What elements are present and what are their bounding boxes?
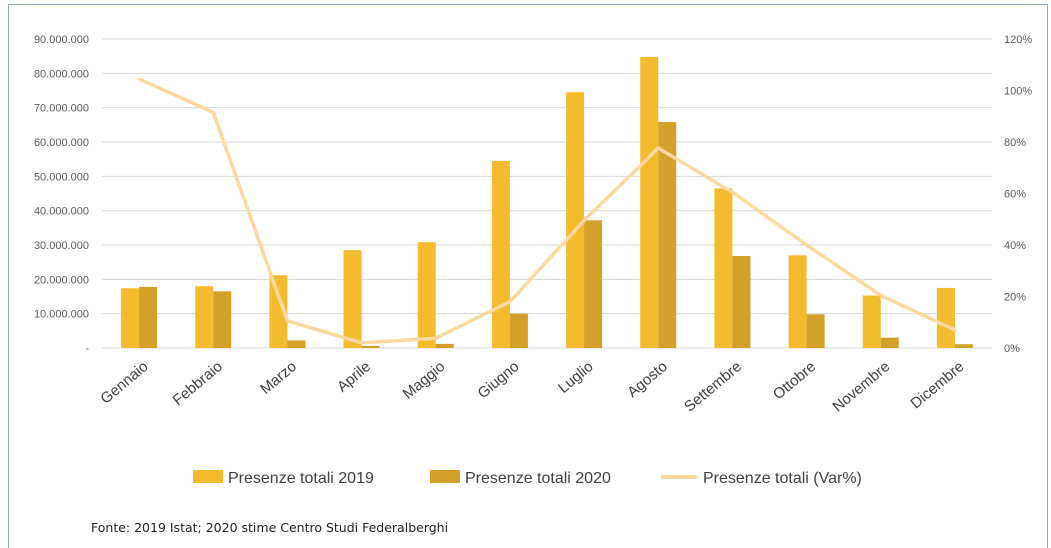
category-label: Dicembre (907, 358, 967, 412)
bar-2019 (195, 286, 214, 348)
bar-2019 (788, 255, 807, 348)
right-tick-label: 60% (1004, 189, 1026, 201)
var-point (879, 293, 883, 297)
source-note: Fonte: 2019 Istat; 2020 stime Centro Stu… (91, 520, 449, 535)
var-point (656, 146, 660, 150)
bar-2019 (417, 242, 436, 348)
left-tick-label: 80.000.000 (34, 68, 89, 80)
left-axis-ticks: - 10.000.000 20.000.000 30.000.000 40.000.00… (34, 34, 89, 355)
left-tick-label: 20.000.000 (34, 274, 89, 286)
bar-2020 (954, 344, 973, 348)
chart-frame (8, 4, 1048, 548)
left-tick-label: - (85, 343, 89, 355)
bar-2020 (732, 255, 751, 348)
right-tick-label: 40% (1004, 240, 1026, 252)
bar-2020 (509, 313, 528, 348)
category-label: Ottobre (770, 358, 819, 403)
var-point (953, 328, 957, 332)
legend: Presenze totali 2019 Presenze totali 2020… (193, 470, 862, 487)
bar-2020 (287, 340, 306, 348)
bar-2019 (269, 275, 288, 348)
right-tick-label: 100% (1004, 86, 1032, 98)
category-label: Gennaio (97, 358, 151, 407)
legend-label-2019: Presenze totali 2019 (228, 470, 374, 487)
left-tick-label: 70.000.000 (34, 103, 89, 115)
gridlines (102, 38, 992, 349)
bar-2020 (658, 122, 677, 348)
left-tick-label: 90.000.000 (34, 34, 89, 46)
var-point (137, 77, 141, 81)
right-axis-ticks: 0% 20% 40% 60% 80% 100% 120% (1004, 34, 1032, 355)
bar-2019 (640, 56, 659, 348)
left-tick-label: 60.000.000 (34, 137, 89, 149)
var-point (730, 190, 734, 194)
right-tick-label: 0% (1004, 343, 1020, 355)
bar-2020 (213, 291, 232, 348)
var-point (211, 110, 215, 114)
bar-2020 (880, 337, 899, 348)
category-labels: Gennaio Febbraio Marzo Aprile Maggio Giugno Lu… (97, 358, 967, 416)
var-point (434, 336, 438, 340)
legend-label-2020: Presenze totali 2020 (465, 470, 611, 487)
left-tick-label: 40.000.000 (34, 206, 89, 218)
bar-2019 (491, 160, 510, 348)
left-tick-label: 10.000.000 (34, 309, 89, 321)
left-tick-label: 50.000.000 (34, 171, 89, 183)
bar-2020 (806, 314, 825, 348)
right-tick-label: 80% (1004, 137, 1026, 149)
left-tick-label: 30.000.000 (34, 240, 89, 252)
category-label: Novembre (829, 358, 893, 416)
var-point (360, 341, 364, 345)
category-label: Agosto (624, 358, 671, 401)
bar-2019 (714, 188, 733, 348)
category-label: Aprile (334, 358, 374, 396)
bar-2020 (139, 286, 158, 348)
bar-2020 (584, 220, 603, 348)
legend-label-var: Presenze totali (Var%) (703, 470, 862, 487)
right-tick-label: 20% (1004, 292, 1026, 304)
category-label: Settembre (681, 358, 745, 416)
bar-2019 (343, 250, 362, 348)
bar-2019 (862, 295, 881, 348)
bars (121, 56, 973, 348)
var-point (508, 300, 512, 304)
var-point (805, 243, 809, 247)
right-tick-label: 120% (1004, 34, 1032, 46)
category-label: Marzo (257, 358, 300, 398)
category-label: Giugno (475, 358, 523, 402)
category-label: Febbraio (170, 358, 226, 409)
bar-2019 (936, 287, 955, 348)
legend-swatch-2019 (193, 470, 223, 483)
bar-2020 (435, 343, 454, 348)
bar-2020 (361, 345, 380, 348)
bar-2019 (121, 288, 140, 348)
category-label: Maggio (400, 358, 449, 403)
var-point (582, 219, 586, 223)
category-label: Luglio (555, 358, 597, 397)
legend-swatch-2020 (430, 470, 460, 483)
var-point (285, 319, 289, 323)
var-line (137, 77, 957, 345)
var-line-path (138, 77, 956, 345)
bar-2019 (566, 92, 585, 348)
